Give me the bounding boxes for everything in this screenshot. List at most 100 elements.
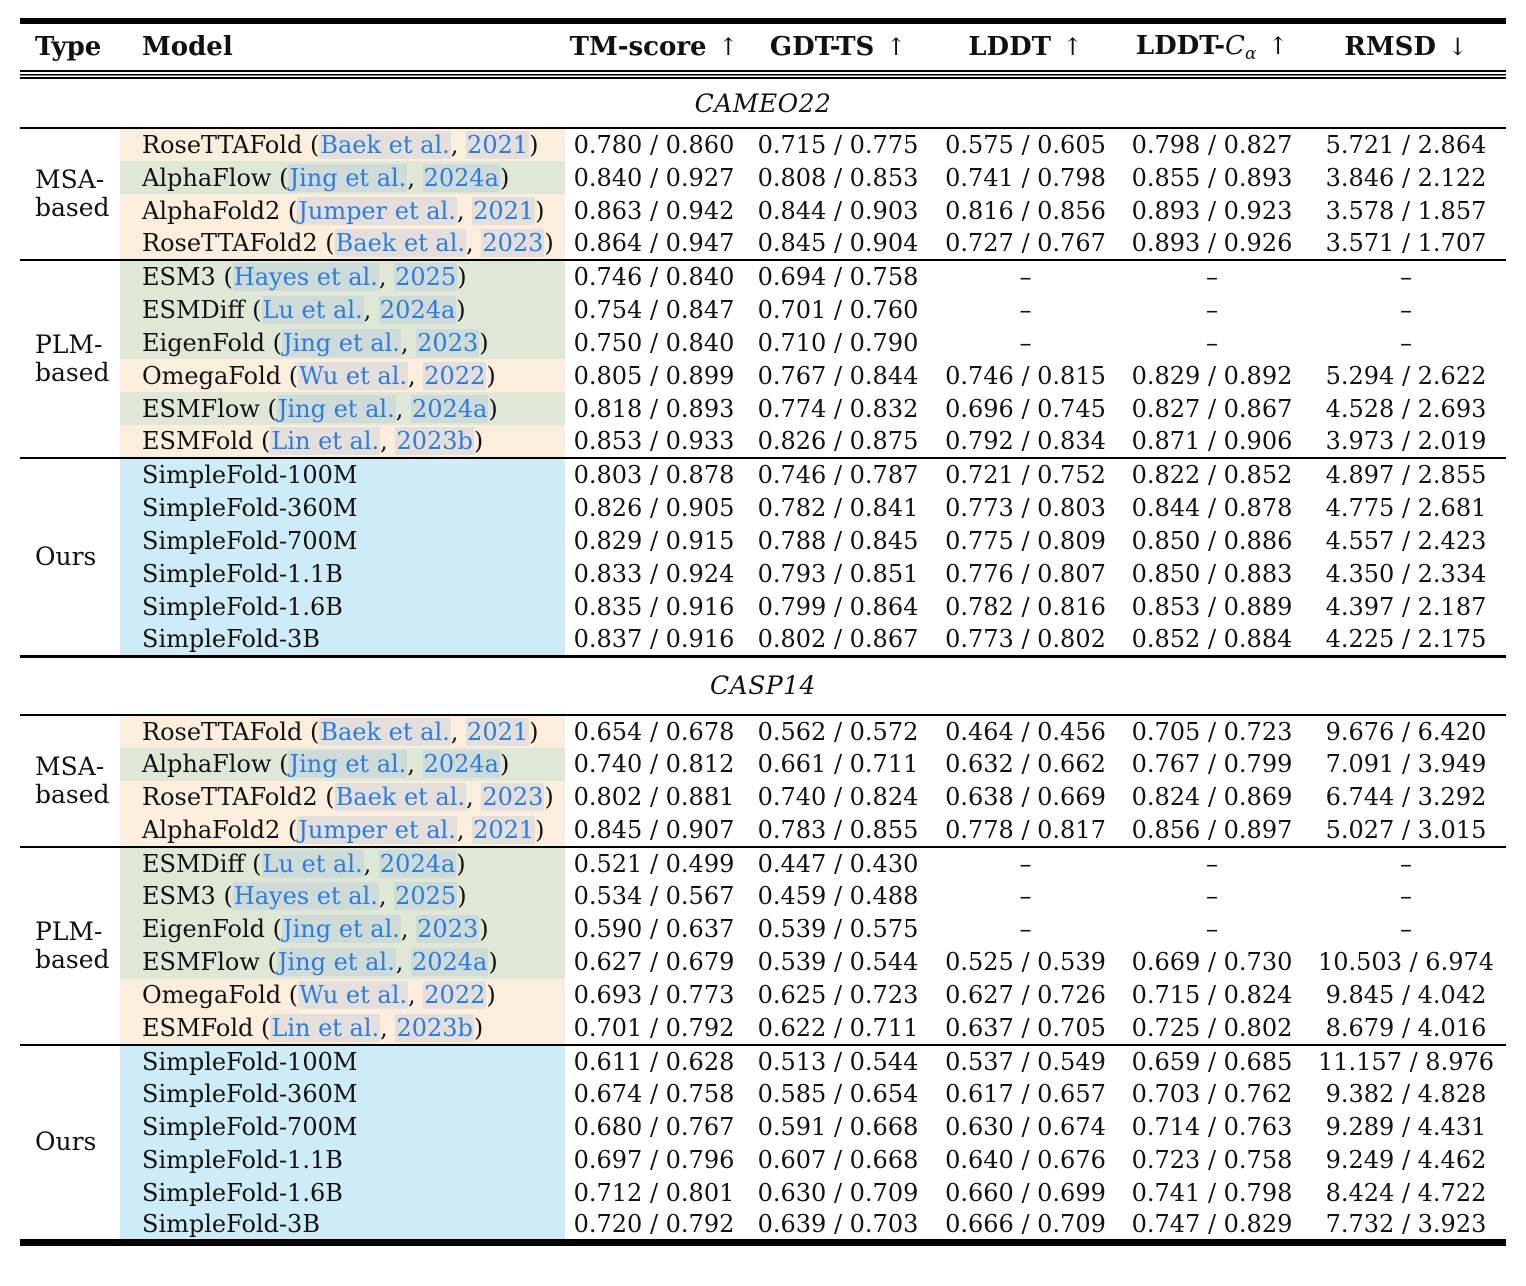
metric-cell-rmsd: 3.973 / 2.019 <box>1325 427 1487 455</box>
metric-cell-rmsd: 4.897 / 2.855 <box>1306 457 1506 491</box>
metric-cell-tm: 0.864 / 0.947 <box>573 229 735 257</box>
metric-cell-gdt: 0.585 / 0.654 <box>757 1080 919 1108</box>
table-row: SimpleFold-3B 0.837 / 0.916 0.802 / 0.867 0… <box>20 623 1506 656</box>
citation-author-link[interactable]: Jing et al. <box>276 394 396 423</box>
metric-cell-gdt: 0.591 / 0.668 <box>757 1113 919 1141</box>
metric-cell-gdt: 0.459 / 0.488 <box>757 882 919 910</box>
type-label-line: based <box>35 193 110 222</box>
citation-author-link[interactable]: Jing et al. <box>282 328 401 357</box>
model-name: RoseTTAFold <box>142 717 303 746</box>
table-row: AlphaFlow (Jing et al., 2024a) 0.740 / 0.… <box>20 747 1506 781</box>
metric-cell-lddt: 0.660 / 0.699 <box>945 1179 1106 1207</box>
citation-year-link[interactable]: 2024a <box>410 948 489 976</box>
metric-cell-lddt_ca: – <box>1118 259 1306 293</box>
citation-year-link[interactable]: 2022 <box>423 981 487 1009</box>
metric-cell-gdt: 0.661 / 0.711 <box>757 750 919 778</box>
model-name: EigenFold <box>142 328 266 357</box>
type-cell: Ours <box>20 1043 120 1243</box>
metric-cell-lddt_ca: 0.844 / 0.878 <box>1131 493 1293 522</box>
citation-year-link[interactable]: 2021 <box>472 196 536 225</box>
model-cell: SimpleFold-3B <box>120 623 565 656</box>
model-cell: SimpleFold-1.6B <box>120 1176 565 1210</box>
model-name: RoseTTAFold2 <box>142 783 318 811</box>
citation-author-link[interactable]: Jing et al. <box>282 915 401 943</box>
type-cell: MSA-based <box>20 128 120 260</box>
citation-year-link[interactable]: 2023 <box>481 229 545 257</box>
citation-year-link[interactable]: 2024a <box>410 394 489 423</box>
citation-author-link[interactable]: Jing et al. <box>276 948 396 976</box>
citation-author-link[interactable]: Baek et al. <box>334 229 467 257</box>
table-row: SimpleFold-1.6B 0.712 / 0.801 0.630 / 0.70… <box>20 1176 1506 1210</box>
citation-author-link[interactable]: Lu et al. <box>261 295 364 324</box>
model-cell: ESMFold (Lin et al., 2023b) <box>120 1011 565 1045</box>
section-label: CASP14 <box>20 654 1506 716</box>
citation-year-link[interactable]: 2025 <box>394 882 458 910</box>
citation-year-link[interactable]: 2021 <box>466 717 530 746</box>
model-name: AlphaFold2 <box>142 196 281 225</box>
model-name: OmegaFold <box>142 361 282 390</box>
citation-author-link[interactable]: Jumper et al. <box>297 196 457 225</box>
citation-year-link[interactable]: 2022 <box>423 361 487 390</box>
metric-cell-tm: 0.712 / 0.801 <box>573 1179 735 1207</box>
model-cell: SimpleFold-1.6B <box>120 590 565 623</box>
citation-year-link[interactable]: 2024a <box>378 849 457 878</box>
up-arrow-icon: ↑ <box>1054 33 1083 61</box>
citation-year-link[interactable]: 2023 <box>481 783 545 811</box>
citation-year-link[interactable]: 2023 <box>416 328 480 357</box>
metric-cell-lddt_ca: 0.871 / 0.906 <box>1131 427 1293 455</box>
model-cell: EigenFold (Jing et al., 2023) <box>120 912 565 946</box>
table-row: SimpleFold-360M 0.826 / 0.905 0.782 / 0.84… <box>20 491 1506 524</box>
citation-year-link[interactable]: 2023b <box>395 1013 474 1042</box>
metric-cell-tm: 0.627 / 0.679 <box>573 948 735 976</box>
model-name: ESMFlow <box>142 948 260 976</box>
citation-year-link[interactable]: 2023 <box>416 915 480 943</box>
metric-cell-gdt: 0.694 / 0.758 <box>743 259 933 293</box>
citation-year-link[interactable]: 2021 <box>472 815 536 844</box>
metric-cell-lddt_ca: – <box>1118 845 1306 880</box>
citation-author-link[interactable]: Baek et al. <box>334 783 467 811</box>
citation-author-link[interactable]: Baek et al. <box>319 717 451 746</box>
citation-author-link[interactable]: Lin et al. <box>270 427 381 455</box>
citation-year-link[interactable]: 2024a <box>422 750 500 778</box>
model-cell: RoseTTAFold (Baek et al., 2021) <box>120 714 565 748</box>
model-name: ESMFold <box>142 1013 254 1042</box>
citation-author-link[interactable]: Jing et al. <box>288 750 408 778</box>
metric-cell-gdt: 0.844 / 0.903 <box>757 196 919 225</box>
metric-cell-tm: 0.680 / 0.767 <box>573 1113 735 1141</box>
metric-cell-gdt: 0.630 / 0.709 <box>757 1179 919 1207</box>
citation-year-link[interactable]: 2023b <box>395 427 474 455</box>
citation-year-link[interactable]: 2024a <box>422 163 500 192</box>
metric-cell-lddt_ca: 0.659 / 0.685 <box>1118 1043 1306 1078</box>
metric-cell-lddt: – <box>1019 328 1032 357</box>
metric-cell-rmsd: 4.350 / 2.334 <box>1325 559 1487 588</box>
citation-year-link[interactable]: 2025 <box>394 263 458 291</box>
citation-year-link[interactable]: 2024a <box>378 295 457 324</box>
metric-cell-lddt_ca: 0.747 / 0.829 <box>1131 1210 1293 1239</box>
section-label: CAMEO22 <box>20 79 1506 129</box>
table-row: ESMFlow (Jing et al., 2024a) 0.818 / 0.89… <box>20 392 1506 425</box>
citation-author-link[interactable]: Wu et al. <box>298 981 409 1009</box>
citation-author-link[interactable]: Jing et al. <box>288 163 408 192</box>
citation-year-link[interactable]: 2021 <box>466 131 530 159</box>
metric-cell-rmsd: 4.225 / 2.175 <box>1325 624 1487 653</box>
citation-author-link[interactable]: Lu et al. <box>261 849 364 878</box>
metric-cell-lddt_ca: 0.850 / 0.886 <box>1131 526 1293 555</box>
metric-cell-lddt: 0.741 / 0.798 <box>945 163 1106 192</box>
metric-cell-rmsd: 7.732 / 3.923 <box>1325 1210 1487 1239</box>
table-header: Type Model TM-score ↑ GDT-TS ↑ LDDT ↑ LDDT-Cα… <box>20 21 1506 70</box>
citation-author-link[interactable]: Hayes et al. <box>232 263 379 291</box>
metric-cell-lddt_ca: 0.714 / 0.763 <box>1131 1113 1293 1141</box>
metric-cell-gdt: 0.625 / 0.723 <box>757 981 919 1009</box>
metric-cell-lddt: 0.464 / 0.456 <box>945 717 1106 746</box>
citation-author-link[interactable]: Jumper et al. <box>297 815 457 844</box>
citation-author-link[interactable]: Baek et al. <box>319 131 451 159</box>
table-body: CAMEO22 MSA-based RoseTTAFold (Baek et al.… <box>20 70 1506 1243</box>
metric-cell-lddt_ca: – <box>1206 882 1218 910</box>
metric-cell-lddt: 0.525 / 0.539 <box>945 948 1106 976</box>
column-header-rmsd: RMSD ↓ <box>1344 32 1468 62</box>
citation-author-link[interactable]: Lin et al. <box>270 1013 381 1042</box>
table-row: AlphaFold2 (Jumper et al., 2021) 0.863 / … <box>20 194 1506 227</box>
type-cell: PLM-based <box>20 259 120 458</box>
citation-author-link[interactable]: Wu et al. <box>298 361 409 390</box>
citation-author-link[interactable]: Hayes et al. <box>232 882 379 910</box>
